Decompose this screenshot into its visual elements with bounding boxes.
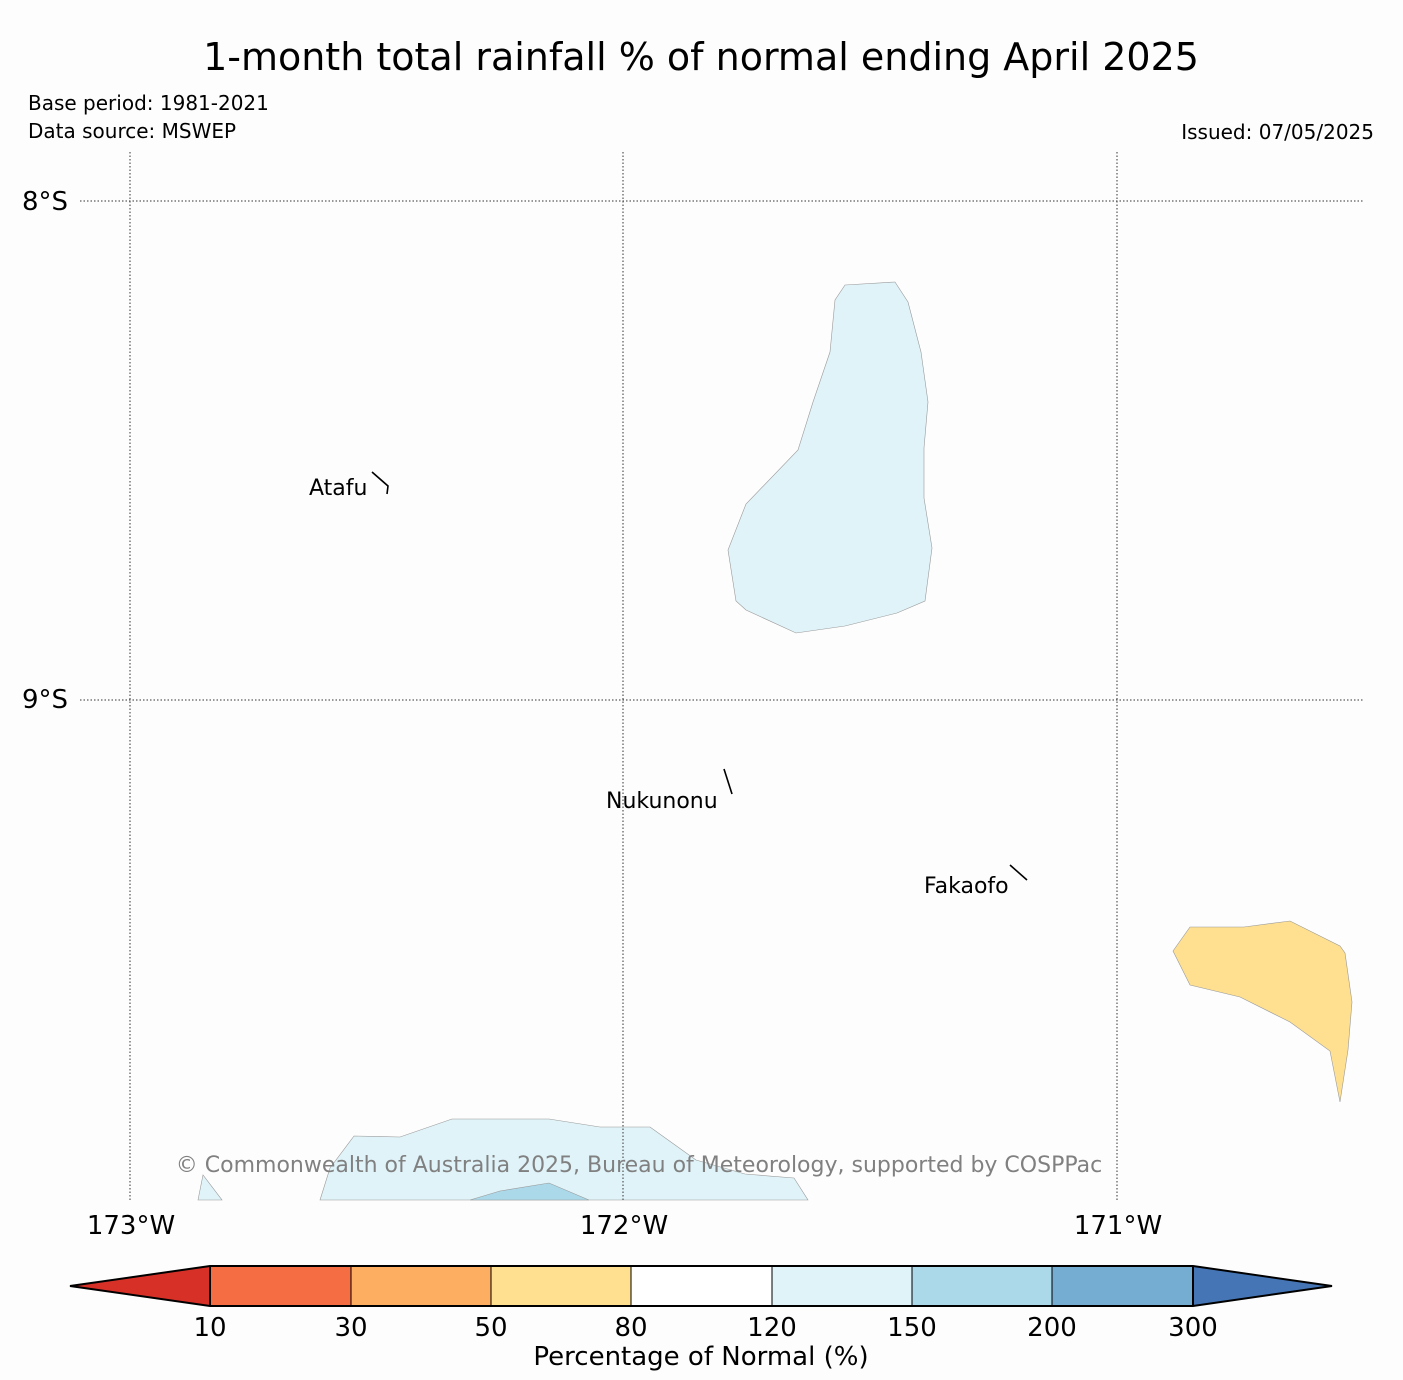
colorbar-bin-120-150 <box>772 1266 912 1306</box>
colorbar-bin-10-30 <box>210 1266 351 1306</box>
data-source-label: Data source: MSWEP <box>28 119 236 143</box>
colorbar-tick: 120 <box>747 1313 797 1343</box>
colorbar-title: Percentage of Normal (%) <box>533 1342 868 1372</box>
colorbar-bin-30-50 <box>351 1266 491 1306</box>
lon-label-171w: 171°W <box>1074 1211 1162 1241</box>
colorbar-tick: 300 <box>1168 1313 1218 1343</box>
lon-label-172w: 172°W <box>580 1211 668 1241</box>
colorbar-tick: 10 <box>193 1313 226 1343</box>
colorbar-bin-150-200 <box>912 1266 1052 1306</box>
colorbar-tick: 80 <box>614 1313 647 1343</box>
colorbar-tick: 150 <box>887 1313 937 1343</box>
colorbar-tick: 30 <box>334 1313 367 1343</box>
map-title: 1-month total rainfall % of normal endin… <box>203 35 1199 79</box>
base-period-label: Base period: 1981-2021 <box>28 91 269 115</box>
lon-label-173w: 173°W <box>87 1211 175 1241</box>
fakaofo-island-icon <box>1009 864 1028 881</box>
colorbar-ticks: 10 30 50 80 120 150 200 300 <box>193 1313 1217 1343</box>
place-label-fakaofo: Fakaofo <box>924 874 1009 899</box>
place-label-nukunonu: Nukunonu <box>606 789 718 814</box>
issued-date-label: Issued: 07/05/2025 <box>1181 120 1374 144</box>
colorbar-bin-50-80 <box>491 1266 631 1306</box>
rainfall-region-south <box>319 1118 809 1201</box>
rainfall-region-northeast <box>727 281 933 634</box>
rainfall-region-south-core <box>469 1182 590 1201</box>
colorbar-legend: 10 30 50 80 120 150 200 300 Percentage o… <box>69 1265 1333 1372</box>
colorbar-extend-low <box>70 1266 210 1306</box>
lat-label-8s: 8°S <box>22 187 68 217</box>
rainfall-region-southeast <box>1172 920 1353 1103</box>
colorbar-tick: 50 <box>474 1313 507 1343</box>
colorbar-tick: 200 <box>1027 1313 1077 1343</box>
graticule <box>80 152 1363 1200</box>
colorbar-bin-200-300 <box>1052 1266 1193 1306</box>
lat-label-9s: 9°S <box>22 685 68 715</box>
colorbar-dividers <box>350 1266 1053 1306</box>
place-label-atafu: Atafu <box>309 476 367 501</box>
colorbar-extend-high <box>1193 1266 1332 1306</box>
rainfall-region-southwest <box>197 1174 223 1201</box>
colorbar-bin-80-120 <box>631 1266 772 1306</box>
copyright-notice: © Commonwealth of Australia 2025, Bureau… <box>176 1153 1102 1178</box>
nukunonu-island-icon <box>723 768 733 795</box>
map-area: 8°S 9°S Atafu Nukunonu Fakaofo © Commonw… <box>22 152 1363 1241</box>
atafu-island-icon <box>371 471 389 495</box>
